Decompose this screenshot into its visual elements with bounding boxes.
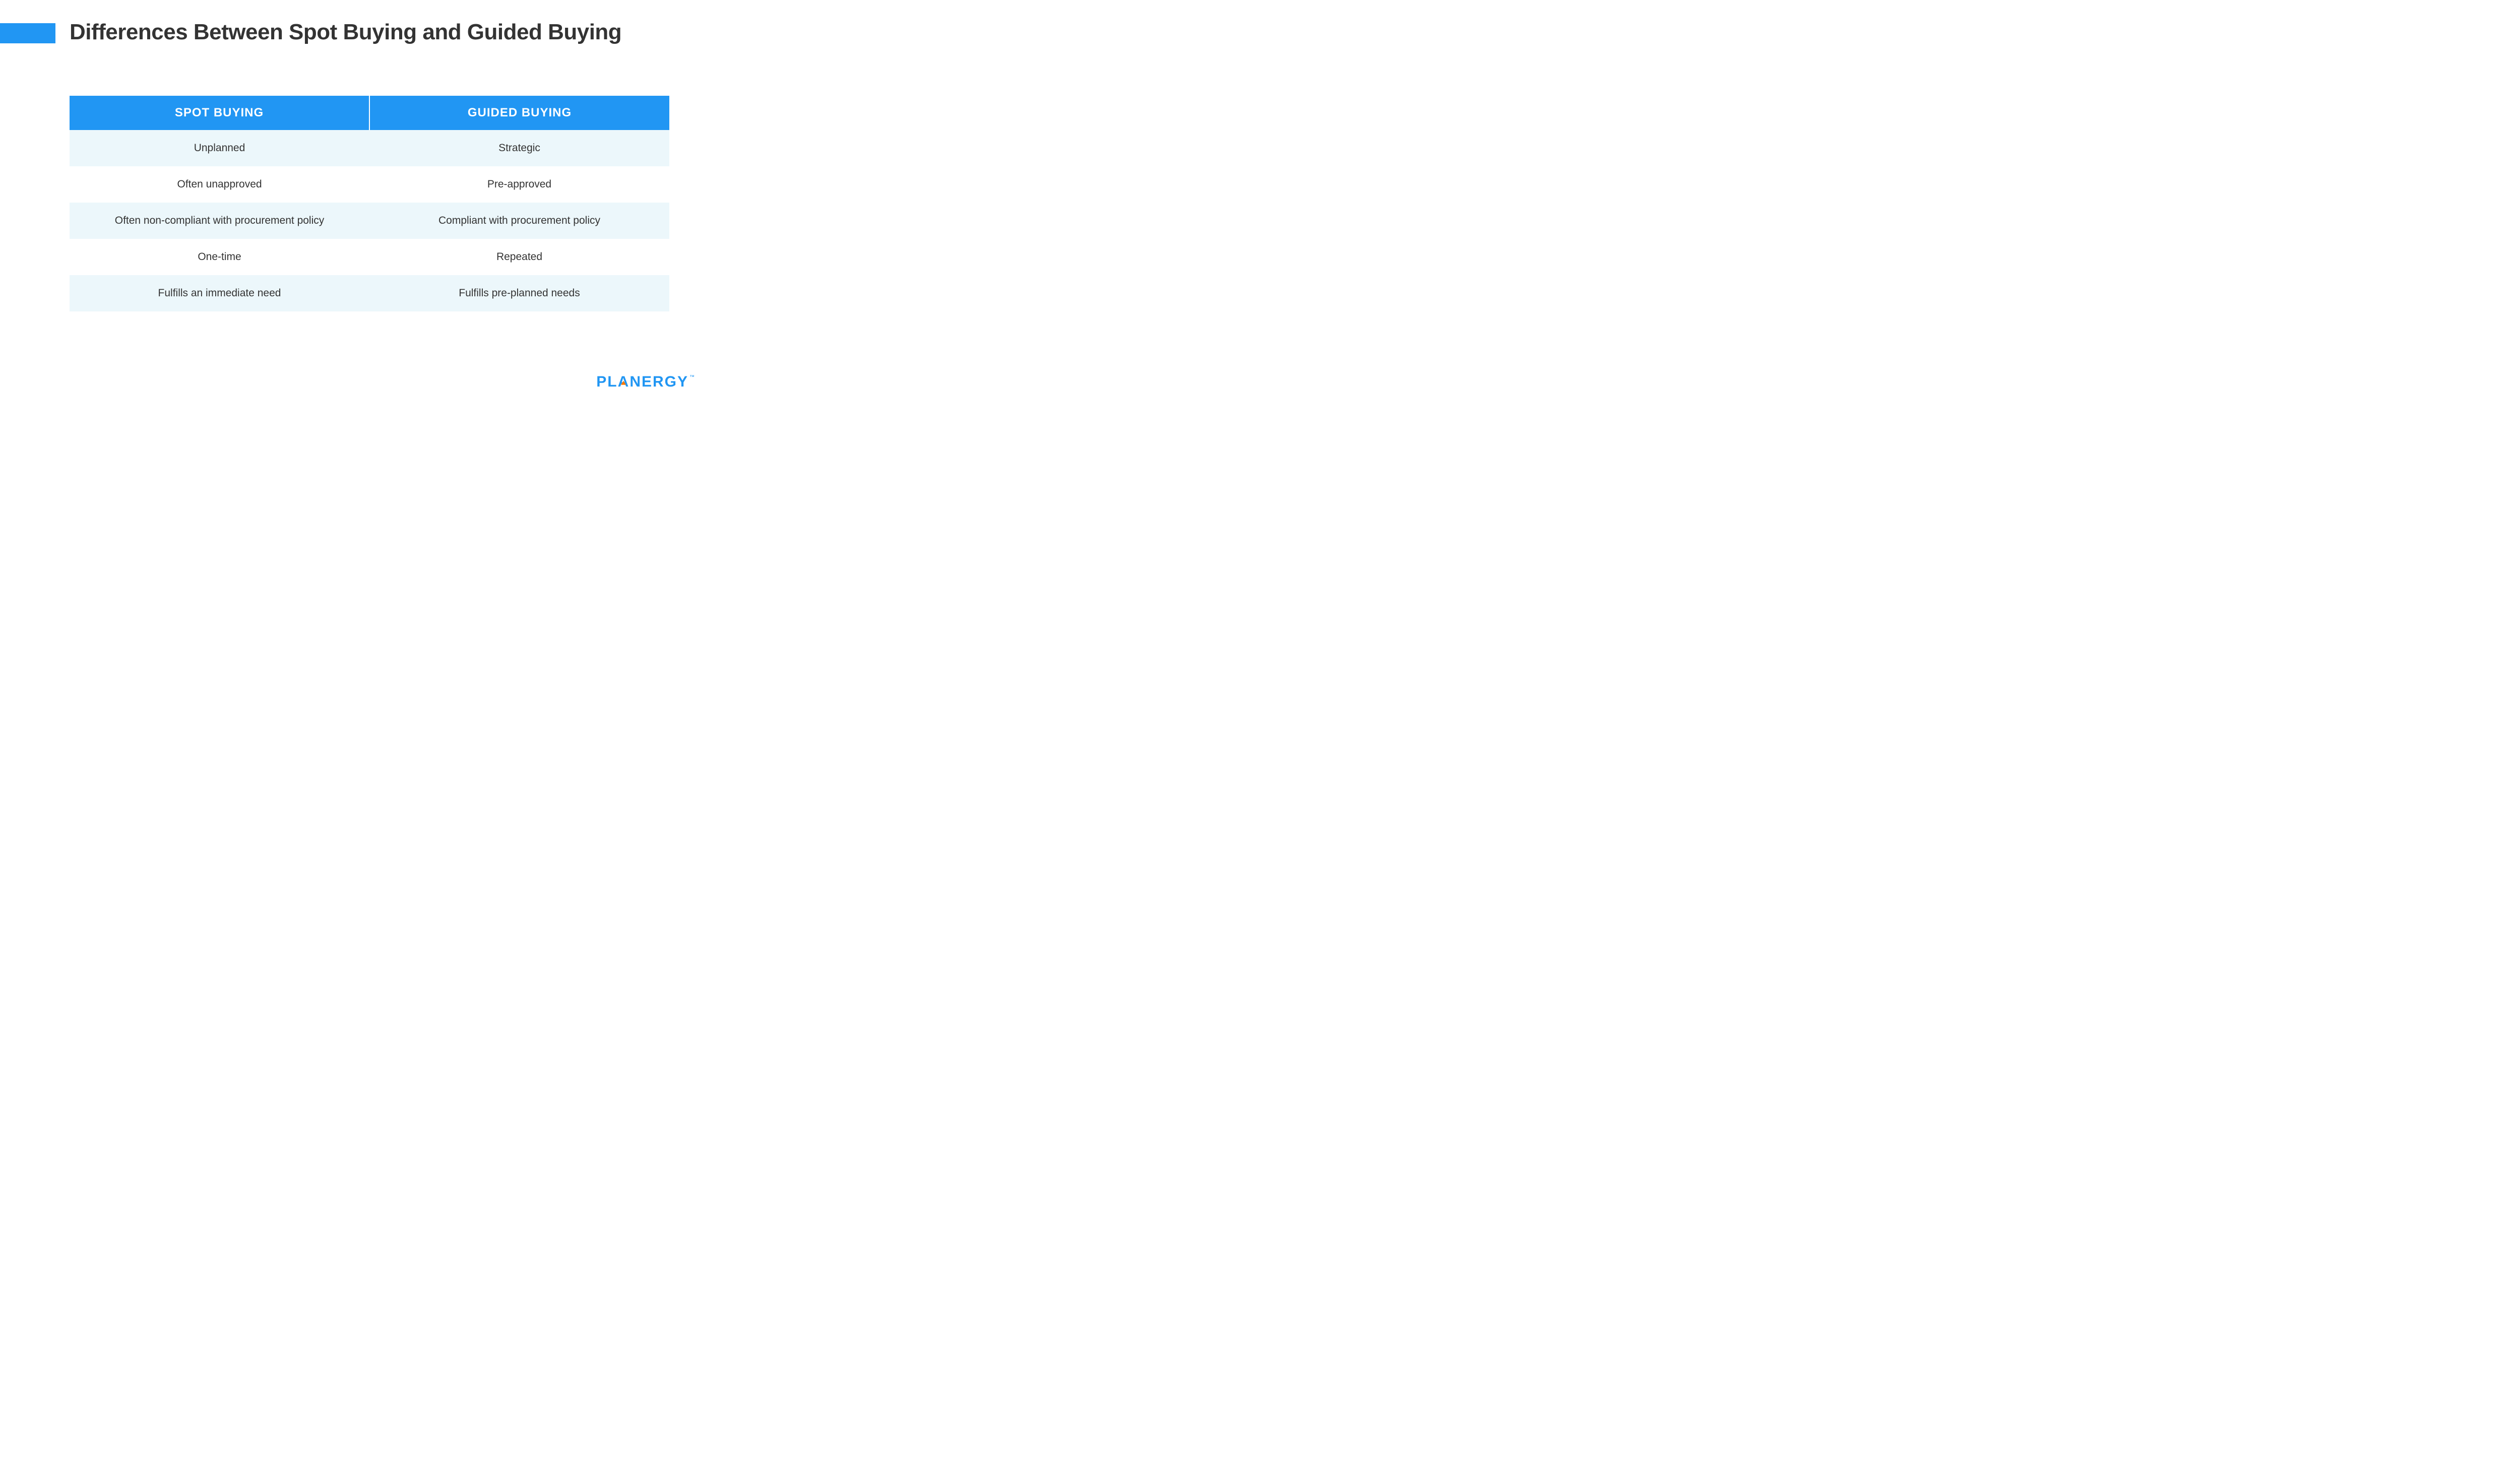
logo-accent-letter: A [618, 373, 630, 391]
page-title: Differences Between Spot Buying and Guid… [70, 18, 621, 46]
cell: Often non-compliant with procurement pol… [70, 203, 369, 239]
column-header-guided: GUIDED BUYING [369, 96, 669, 130]
trademark-symbol: ™ [689, 374, 696, 380]
brand-logo: PLANERGY ™ [596, 373, 696, 391]
table-header-row: SPOT BUYING GUIDED BUYING [70, 96, 669, 130]
comparison-table-container: SPOT BUYING GUIDED BUYING Unplanned Stra… [70, 96, 669, 311]
table-row: Often non-compliant with procurement pol… [70, 203, 669, 239]
table-row: Unplanned Strategic [70, 130, 669, 166]
cell: Compliant with procurement policy [369, 203, 669, 239]
cell: Strategic [369, 130, 669, 166]
table-row: One-time Repeated [70, 239, 669, 275]
table-row: Fulfills an immediate need Fulfills pre-… [70, 275, 669, 311]
cell: Repeated [369, 239, 669, 275]
cell: Fulfills pre-planned needs [369, 275, 669, 311]
comparison-table: SPOT BUYING GUIDED BUYING Unplanned Stra… [70, 96, 669, 311]
logo-text-before: PL [596, 373, 617, 391]
cell: Unplanned [70, 130, 369, 166]
cell: Often unapproved [70, 166, 369, 203]
cell: One-time [70, 239, 369, 275]
cell: Fulfills an immediate need [70, 275, 369, 311]
accent-bar [0, 23, 55, 43]
table-row: Often unapproved Pre-approved [70, 166, 669, 203]
column-header-spot: SPOT BUYING [70, 96, 369, 130]
cell: Pre-approved [369, 166, 669, 203]
logo-text-after: NERGY [629, 373, 688, 391]
